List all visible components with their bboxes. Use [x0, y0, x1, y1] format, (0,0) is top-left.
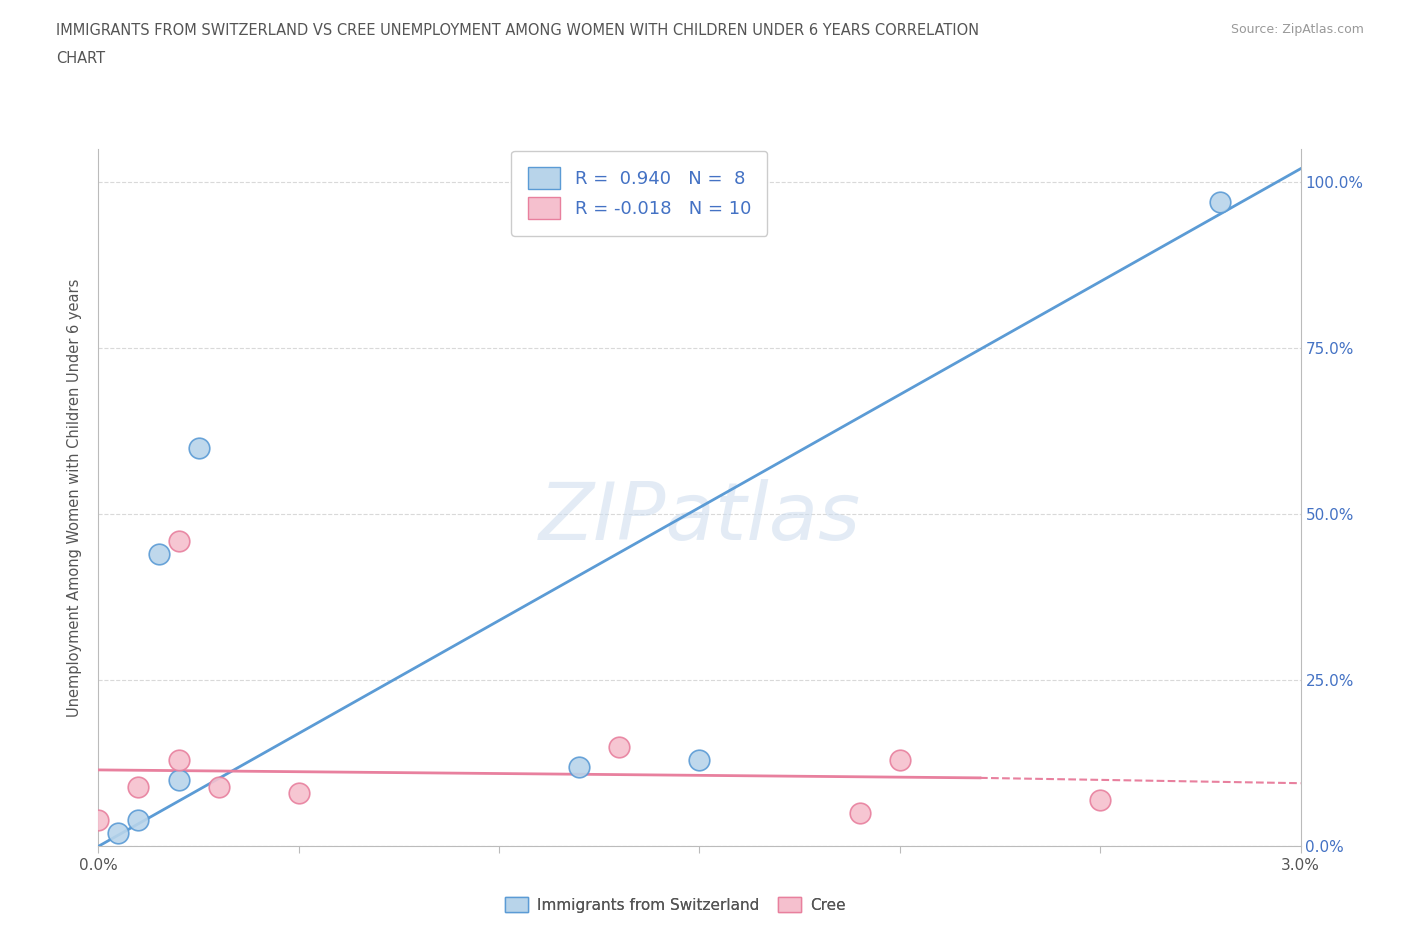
Point — [167, 533, 190, 548]
Text: Source: ZipAtlas.com: Source: ZipAtlas.com — [1230, 23, 1364, 36]
Point — [288, 786, 311, 801]
Point — [128, 779, 150, 794]
Text: ZIPatlas: ZIPatlas — [538, 480, 860, 557]
Point — [1209, 194, 1232, 209]
Point — [208, 779, 231, 794]
Point — [167, 773, 190, 788]
Point — [689, 752, 711, 767]
Point — [849, 805, 872, 820]
Point — [1090, 792, 1112, 807]
Point — [167, 752, 190, 767]
Point — [568, 759, 591, 774]
Text: IMMIGRANTS FROM SWITZERLAND VS CREE UNEMPLOYMENT AMONG WOMEN WITH CHILDREN UNDER: IMMIGRANTS FROM SWITZERLAND VS CREE UNEM… — [56, 23, 980, 38]
Point — [87, 812, 110, 827]
Legend: Immigrants from Switzerland, Cree: Immigrants from Switzerland, Cree — [499, 891, 852, 919]
Text: CHART: CHART — [56, 51, 105, 66]
Point — [889, 752, 911, 767]
Point — [128, 812, 150, 827]
Point — [609, 739, 631, 754]
Point — [148, 547, 170, 562]
Point — [107, 826, 129, 841]
Point — [187, 440, 209, 455]
Y-axis label: Unemployment Among Women with Children Under 6 years: Unemployment Among Women with Children U… — [67, 278, 83, 717]
